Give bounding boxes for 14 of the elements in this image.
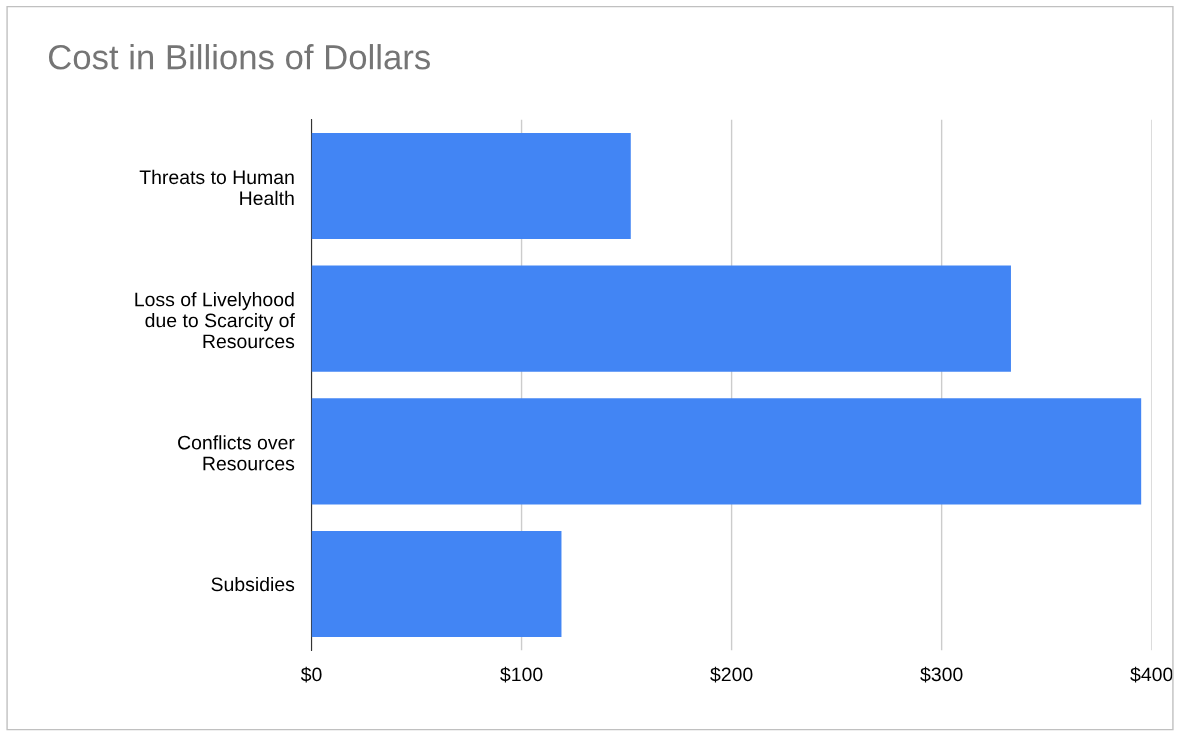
bar — [311, 398, 1142, 505]
bar — [311, 265, 1011, 372]
y-tick-label: Conflicts over Resources — [178, 435, 295, 471]
bar — [311, 132, 631, 240]
bar — [311, 530, 562, 638]
chart-title: Cost in Billions of Dollars — [48, 44, 430, 70]
y-tick-label: Loss of Livelyhood due to Scarcity of Resources — [135, 292, 295, 349]
y-tick-label: Subsidies — [211, 576, 295, 592]
x-tick-label: $400 — [1130, 666, 1173, 683]
x-tick-label: $300 — [920, 666, 963, 683]
x-tick-label: $0 — [300, 666, 322, 683]
x-tick-label: $100 — [500, 666, 543, 683]
x-tick-label: $200 — [710, 666, 753, 683]
y-tick-label: Threats to Human Health — [139, 169, 294, 206]
